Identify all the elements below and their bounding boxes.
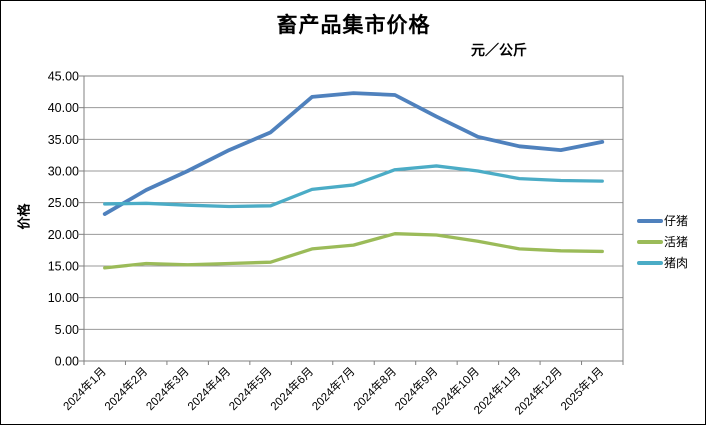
series-line-仔猪 <box>102 91 605 216</box>
x-axis-label: 2024年6月 <box>267 364 316 413</box>
legend-item: 活猪 <box>637 235 689 249</box>
y-tick-label: 35.00 <box>48 133 79 147</box>
legend-item: 仔猪 <box>637 214 689 228</box>
series-line-猪肉 <box>103 164 604 209</box>
legend: 仔猪 活猪 猪肉 <box>637 214 689 270</box>
y-tick-label: 25.00 <box>48 196 79 210</box>
y-tick-label: 30.00 <box>48 165 79 179</box>
chart-subtitle: 元／公斤 <box>471 42 527 58</box>
chart-title: 畜产品集市价格 <box>276 14 431 37</box>
legend-label: 猪肉 <box>664 256 689 270</box>
x-axis-label: 2024年4月 <box>184 364 233 413</box>
legend-line-swatch <box>637 218 663 223</box>
plot-border <box>83 75 624 362</box>
x-axis-label: 2024年5月 <box>226 364 275 413</box>
y-tick-label: 20.00 <box>48 228 79 242</box>
x-axis-label: 2024年8月 <box>350 364 399 413</box>
x-axis-label: 2024年2月 <box>102 364 151 413</box>
x-axis-label: 2024年7月 <box>309 364 358 413</box>
y-tick-label: 15.00 <box>48 260 79 274</box>
legend-label: 仔猪 <box>664 214 689 228</box>
y-tick-label: 40.00 <box>48 101 79 115</box>
legend-item: 猪肉 <box>637 256 689 270</box>
y-tick-label: 5.00 <box>55 323 79 337</box>
y-tick-label: 45.00 <box>48 70 79 84</box>
y-tick-label: 10.00 <box>48 291 79 305</box>
series-line-活猪 <box>103 232 604 270</box>
x-axis-label: 2025年1月 <box>558 364 607 413</box>
legend-line-swatch <box>637 260 663 265</box>
y-tick-label: 0.00 <box>55 355 79 369</box>
legend-line-swatch <box>637 239 663 244</box>
legend-label: 活猪 <box>664 235 689 249</box>
x-axis-label: 2024年3月 <box>143 364 192 413</box>
x-axis-label: 2024年1月 <box>60 364 109 413</box>
